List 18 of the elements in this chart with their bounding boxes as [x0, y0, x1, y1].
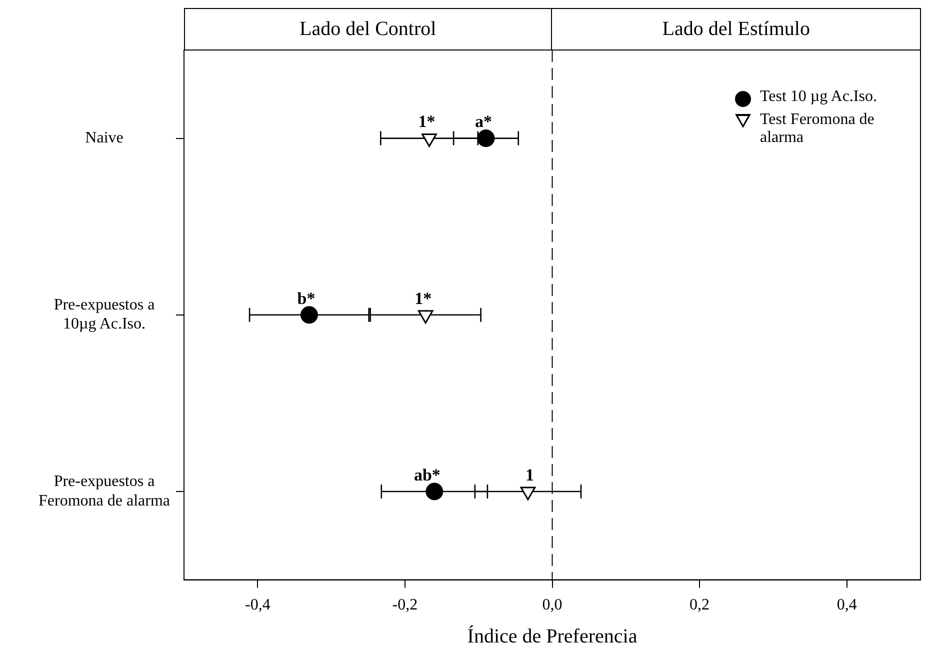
annotation: 1	[525, 465, 534, 484]
header-panel: Lado del Control Lado del Estímulo	[184, 8, 921, 50]
x-tick-label: -0,4	[244, 596, 270, 614]
x-tick-label: -0,2	[392, 596, 418, 614]
x-tick-label: 0,4	[836, 596, 857, 614]
x-tick-label: 0,2	[690, 596, 710, 614]
x-tick-label: 0,0	[542, 596, 562, 614]
legend-label: Test 10 µg Ac.Iso.	[760, 88, 878, 106]
y-tick-label: Naive	[85, 130, 124, 147]
annotation: 1*	[418, 112, 436, 132]
y-tick-label: Pre-expuestos a 10µg Ac.Iso.	[54, 296, 155, 333]
text: Test Feromona de alarma	[760, 111, 876, 147]
annotation: 1*	[414, 288, 432, 308]
x-axis-title: Índice de Preferencia	[467, 624, 638, 648]
annotation: a*	[474, 112, 492, 132]
annotation: ab*	[414, 465, 440, 484]
annotation: b*	[297, 288, 316, 308]
y-tick-label: Pre-expuestos a Feromona de alarma	[38, 473, 170, 510]
